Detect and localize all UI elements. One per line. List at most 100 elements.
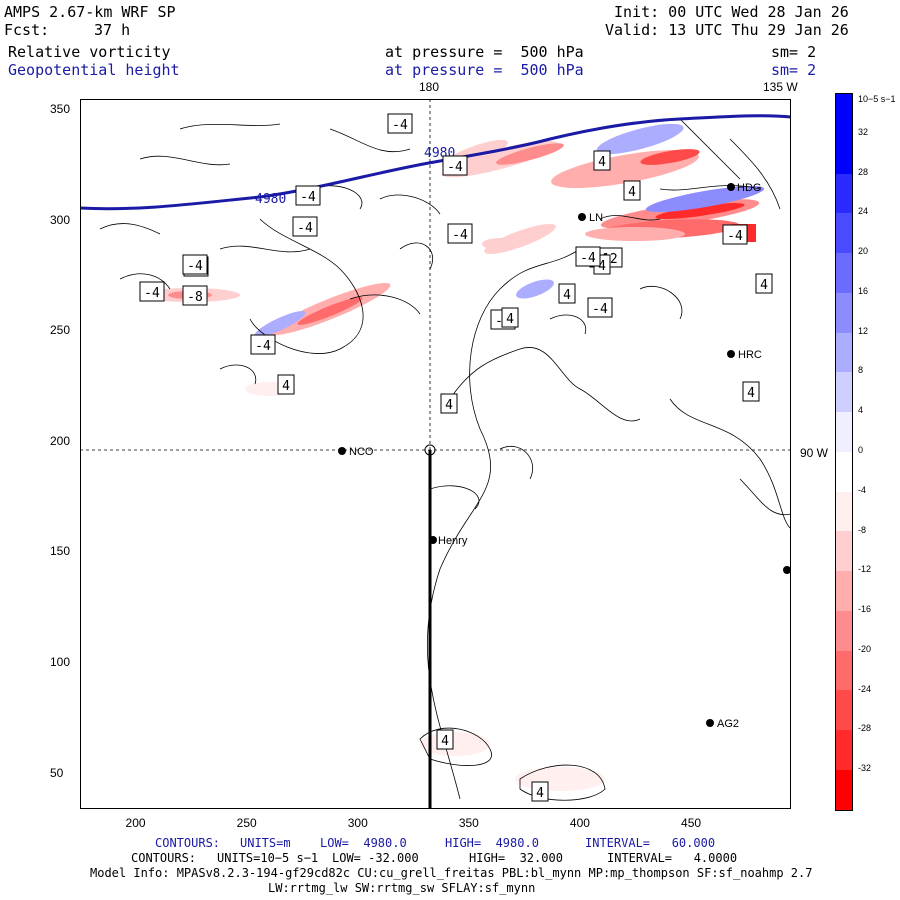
colorbar-segment (836, 173, 852, 214)
colorbar-tick-label: 4 (858, 405, 864, 416)
field-vorticity: Relative vorticity (8, 43, 171, 61)
colorbar-tick-label: 28 (858, 166, 869, 177)
x-tick-label: 450 (681, 816, 702, 830)
station-ag2-marker (706, 719, 714, 727)
station-edge-marker (783, 566, 791, 574)
colorbar-tick-label: 12 (858, 325, 869, 336)
lon-label-180: 180 (419, 80, 440, 94)
contour-label-value: 4 (441, 734, 449, 749)
x-tick-label: 250 (236, 816, 257, 830)
colorbar-tick-label: 24 (858, 206, 869, 217)
contour-label-box (755, 273, 773, 294)
forecast-label: Fcst: (4, 21, 50, 39)
station-henry-label: Henry (438, 535, 468, 547)
colorbar-tick-label: 0 (858, 445, 864, 455)
contour-label-box (742, 381, 760, 402)
colorbar-segment (836, 491, 852, 532)
map-svg: NCO Henry HRC AG2 LN HDG 4980 4980 -4-4-… (80, 99, 791, 809)
contour-label-value: 4 (506, 312, 514, 327)
colorbar-segment (836, 292, 852, 333)
colorbar-tick-label: -24 (858, 683, 872, 694)
colorbar-segment (836, 650, 852, 691)
colorbar-segment (836, 332, 852, 373)
contours-vorticity-label: CONTOURS: (131, 851, 197, 865)
contours-geopotential-interval: INTERVAL= 60.000 (585, 836, 716, 850)
colorbar-segment (836, 690, 852, 731)
x-tick-label: 400 (569, 816, 590, 830)
x-tick-label: 200 (125, 816, 146, 830)
contours-vorticity-low: LOW= -32.000 (332, 851, 419, 865)
model-info-radiation: LW:rrtmg_lw SW:rrtmg_sw SFLAY:sf_mynn (268, 881, 536, 895)
colorbar-segment (836, 213, 852, 254)
colorbar-segment (836, 94, 852, 134)
contour-label-box (587, 297, 613, 318)
station-nco-label: NCO (349, 446, 374, 458)
station-hdg-marker (727, 183, 735, 191)
contours-vorticity-high: HIGH= 32.000 (469, 851, 563, 865)
pole-marker (424, 444, 436, 456)
vorticity-pressure: at pressure = 500 hPa (385, 43, 584, 61)
colorbar-tick-label: -8 (858, 524, 867, 535)
contour-label-box (182, 254, 208, 275)
contour-label-value: -4 (727, 229, 743, 244)
colorbar-tick-label: 16 (858, 285, 869, 296)
station-ag2-label: AG2 (717, 718, 739, 730)
station-hdg-label: HDG (737, 182, 761, 194)
model-title: AMPS 2.67-km WRF SP (4, 3, 176, 21)
station-ln-marker (578, 213, 586, 221)
contour-label-box (440, 393, 458, 414)
contour-label-box (387, 113, 413, 134)
contour-label-box (501, 307, 519, 328)
contour-label-box (623, 180, 641, 201)
colorbar-segment (836, 571, 852, 611)
contour-label-value: -4 (144, 286, 160, 301)
contour-label-value: -4 (297, 221, 313, 236)
contour-label-value: 4 (563, 288, 571, 303)
colorbar-tick-label: -20 (858, 643, 872, 654)
station-hrc-marker (727, 350, 735, 358)
contour-label-value: -4 (592, 302, 608, 317)
contours-geopotential-label: CONTOURS: (155, 836, 221, 850)
vorticity-smoothing: sm= 2 (771, 43, 817, 61)
x-tick-label: 350 (458, 816, 479, 830)
contour-label-value: -4 (580, 251, 596, 266)
colorbar-tick-label: 8 (858, 365, 864, 376)
colorbar-segment (836, 372, 852, 413)
y-tick-label: 250 (50, 323, 71, 338)
colorbar-segment (836, 770, 852, 810)
colorbar-segment (836, 412, 852, 452)
colorbar-unit: 10−5 s−1 (858, 94, 896, 104)
contour-label-box (531, 781, 549, 802)
colorbar-tick-label: 20 (858, 246, 869, 257)
contours-geopotential-high: HIGH= 4980.0 (445, 836, 539, 850)
contour-label-box (139, 281, 165, 302)
colorbar-segment (836, 253, 852, 293)
contour-label-box (182, 285, 208, 306)
vorticity-shading (140, 123, 765, 791)
contour-label-value: -4 (392, 118, 408, 133)
init-time: Init: 00 UTC Wed 28 Jan 26 (614, 3, 849, 21)
height-label-4980-a: 4980 (255, 192, 286, 207)
colorbar-segment (836, 730, 852, 771)
y-tick-label: 350 (50, 102, 71, 117)
contour-label-value: 4 (747, 386, 755, 401)
y-tick-label: 300 (50, 212, 71, 227)
field-geopotential: Geopotential height (8, 61, 180, 79)
contour-label-box (436, 729, 454, 750)
station-hrc-label: HRC (738, 349, 762, 361)
geopotential-smoothing: sm= 2 (771, 61, 817, 79)
contour-label-value: 4 (445, 398, 453, 413)
lon-label-90w: 90 W (800, 446, 829, 460)
map-plot: NCO Henry HRC AG2 LN HDG 4980 4980 -4 -4-… (80, 99, 791, 809)
contour-label-value: -4 (255, 339, 271, 354)
colorbar-segment (836, 451, 852, 492)
forecast-hour: 37 h (94, 21, 131, 39)
contours-vorticity-units: UNITS=10−5 s−1 (217, 851, 319, 865)
stations: NCO Henry HRC AG2 LN HDG (338, 182, 791, 730)
contour-label-value: 4 (598, 259, 606, 274)
geopotential-pressure: at pressure = 500 hPa (385, 61, 584, 79)
contour-label-value: 4 (760, 278, 768, 293)
contour-label-value: -4 (300, 190, 316, 205)
contour-label-value: 4 (282, 379, 290, 394)
contour-label-value: -4 (452, 228, 468, 243)
